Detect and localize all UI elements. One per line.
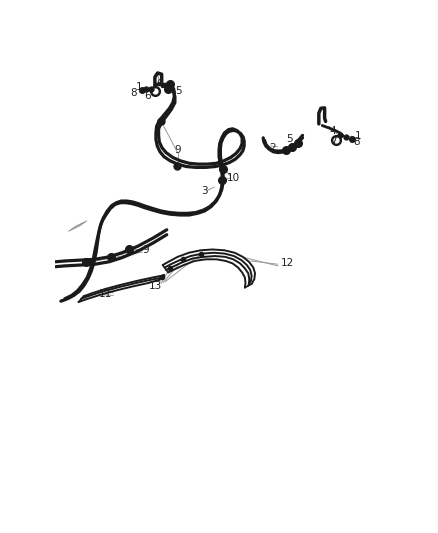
Text: 1: 1 [355, 131, 362, 141]
Text: 8: 8 [353, 137, 360, 147]
Text: 3: 3 [201, 186, 208, 196]
Text: 5: 5 [287, 134, 293, 144]
Text: 5: 5 [176, 86, 182, 96]
Text: 12: 12 [281, 259, 294, 269]
Polygon shape [68, 221, 87, 231]
Text: 4: 4 [330, 126, 336, 136]
Text: 7: 7 [330, 137, 336, 147]
Text: 11: 11 [99, 289, 112, 299]
Text: 8: 8 [130, 88, 137, 98]
Text: 13: 13 [148, 281, 162, 292]
Text: 4: 4 [156, 77, 162, 87]
Text: 1: 1 [136, 82, 142, 92]
Text: 2: 2 [269, 143, 276, 152]
Text: 9: 9 [174, 145, 181, 155]
Text: 9: 9 [142, 245, 149, 255]
Text: 6: 6 [144, 91, 150, 101]
Text: 10: 10 [227, 173, 240, 183]
